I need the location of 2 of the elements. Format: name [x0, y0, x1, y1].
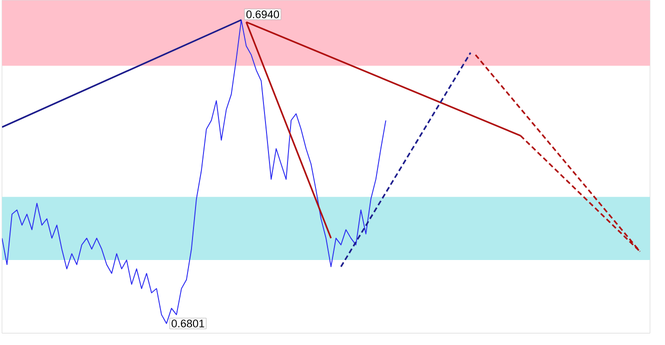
text: 0.6940: [246, 10, 280, 18]
annotation: 0.6801: [172, 320, 204, 328]
